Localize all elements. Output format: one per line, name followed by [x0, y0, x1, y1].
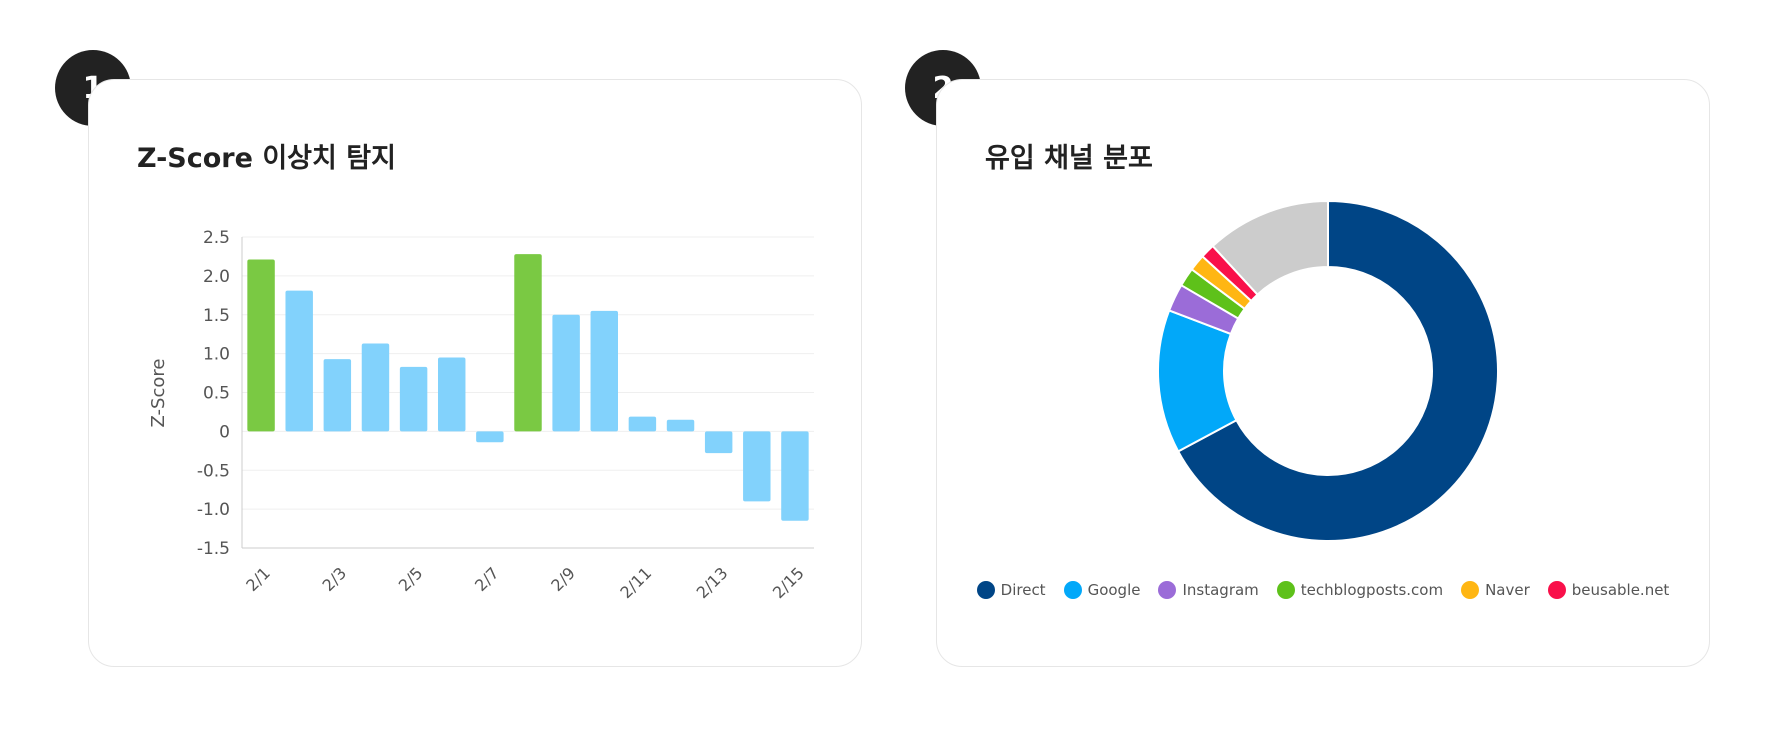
legend-swatch: [1547, 581, 1566, 599]
slice-other: [1211, 199, 1329, 296]
y-tick-label: 1.0: [203, 345, 230, 365]
y-tick-label: -1.5: [197, 539, 230, 559]
legend-item[interactable]: Direct: [976, 581, 1046, 599]
legend-swatch: [1461, 581, 1480, 599]
bar-2-15: [781, 431, 809, 521]
legend-label: Instagram: [1182, 581, 1259, 599]
legend-swatch: [1158, 581, 1177, 599]
y-tick-label: 2.0: [203, 267, 230, 287]
y-axis-label: Z-Score: [148, 359, 169, 428]
legend-item[interactable]: techblogposts.com: [1276, 581, 1444, 599]
bar-2-9: [552, 314, 580, 432]
slice-direct: [1176, 199, 1499, 542]
x-tick-label: 2/15: [769, 563, 808, 602]
bar-2-6: [438, 357, 466, 432]
legend-swatch: [1063, 581, 1082, 599]
legend-label: Naver: [1485, 581, 1530, 599]
zscore-bar-chart: 2.5 2.0 1.5 1.0 0.5 0 -0.5 -1.0 -1.5 Z-Score 2/1 2/…: [148, 228, 814, 602]
y-tick-label: 1.5: [203, 306, 230, 326]
legend-item[interactable]: Naver: [1461, 581, 1530, 599]
bar-2-13: [704, 431, 733, 454]
bar-2-5: [399, 366, 428, 432]
bar-2-7: [476, 431, 504, 443]
y-tick-label: -1.0: [197, 500, 230, 520]
y-tick-label: 2.5: [203, 228, 230, 248]
legend-label: Google: [1087, 581, 1141, 599]
bar-2-11: [628, 416, 657, 432]
legend-label: techblogposts.com: [1300, 581, 1444, 599]
legend-item[interactable]: beusable.net: [1547, 581, 1670, 599]
x-tick-label: 2/5: [395, 563, 427, 595]
y-tick-label: 0: [219, 422, 230, 442]
legend-swatch: [976, 581, 995, 599]
bar-2-3: [323, 359, 352, 432]
x-tick-label: 2/9: [547, 563, 579, 595]
bar-2-1: [247, 259, 275, 432]
x-tick-label: 2/13: [693, 563, 732, 602]
x-tick-label: 2/3: [319, 563, 351, 595]
legend-item[interactable]: Google: [1063, 581, 1141, 599]
x-tick-label: 2/1: [242, 563, 274, 595]
channel-card: 유입 채널 분포 Direct Google Instagram techblogpo…: [936, 79, 1710, 667]
bar-2-2: [285, 290, 313, 432]
channel-legend: Direct Google Instagram techblogposts.com Na…: [937, 581, 1709, 599]
bar-2-4: [361, 343, 390, 432]
x-tick-label: 2/7: [471, 563, 503, 595]
legend-item[interactable]: Instagram: [1158, 581, 1259, 599]
bars: [247, 254, 809, 521]
zscore-card-title: Z-Score 이상치 탐지: [137, 143, 396, 174]
bar-2-10: [590, 310, 618, 432]
bar-2-12: [666, 419, 695, 432]
bar-2-8: [514, 254, 542, 432]
channel-donut-chart: [1157, 199, 1499, 542]
zscore-card: Z-Score 이상치 탐지 2.5 2.0 1.5 1.0 0.5 0 -0.5 -1.0 -…: [88, 79, 862, 667]
y-tick-label: -0.5: [197, 461, 230, 481]
legend-label: beusable.net: [1571, 581, 1670, 599]
x-tick-label: 2/11: [616, 563, 655, 602]
channel-card-title: 유입 채널 분포: [985, 143, 1153, 174]
bar-2-14: [743, 431, 771, 502]
y-tick-label: 0.5: [203, 384, 230, 404]
legend-swatch: [1276, 581, 1295, 599]
legend-label: Direct: [1000, 581, 1046, 599]
